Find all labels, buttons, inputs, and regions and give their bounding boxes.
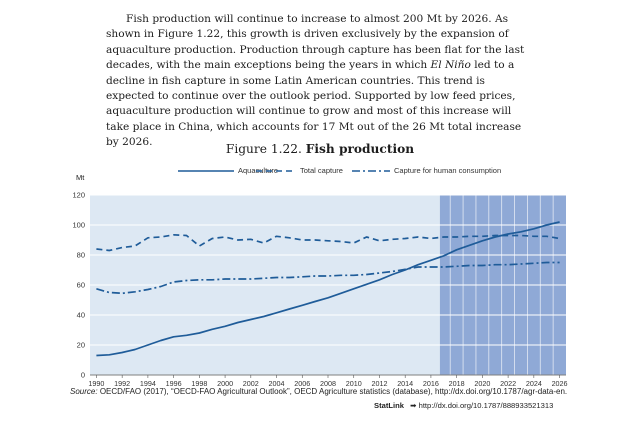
x-tick-label: 2016: [423, 379, 439, 386]
x-tick-label: 2010: [346, 379, 362, 386]
x-tick-label: 2018: [449, 379, 465, 386]
body-paragraph: Fish production will continue to increas…: [106, 12, 536, 151]
x-tick-label: 2004: [269, 379, 285, 386]
x-tick-label: 2012: [371, 379, 387, 386]
x-tick-label: 2002: [243, 379, 259, 386]
legend-swatch-dashdot: [352, 169, 390, 172]
x-tick-label: 2020: [474, 379, 490, 386]
x-tick-label: 1996: [166, 379, 182, 386]
series-line-aquaculture: [96, 221, 560, 357]
statlink-arrow-icon: ➡: [410, 401, 417, 410]
y-tick-label: 40: [77, 311, 85, 320]
x-tick-label: 2008: [320, 379, 336, 386]
x-tick-label: 2026: [552, 379, 568, 386]
x-tick-label: 1990: [88, 379, 104, 386]
y-unit-label: Mt: [76, 173, 85, 182]
paragraph-italic-el-nino: El Niño: [430, 59, 471, 72]
y-tick-label: 80: [77, 251, 85, 260]
x-tick-label: 2000: [217, 379, 233, 386]
legend-item-total-capture: Total capture: [256, 166, 343, 175]
x-tick-label: 1994: [140, 379, 156, 386]
figure-number: Figure 1.22.: [225, 142, 302, 156]
paragraph-text-start: Fish production will continue to increas…: [106, 13, 525, 72]
legend-item-capture-human: Capture for human consumption: [352, 166, 501, 175]
statlink-label: StatLink: [374, 401, 404, 410]
statlink: StatLink ➡ http://dx.doi.org/10.1787/888…: [374, 401, 624, 410]
series-line-capture-for-human-consumption: [96, 261, 560, 295]
x-tick-label: 2006: [294, 379, 310, 386]
series-line-total-capture: [96, 233, 560, 252]
y-tick-label: 0: [81, 371, 85, 380]
y-tick-label: 20: [77, 341, 85, 350]
legend-swatch-dashed: [256, 169, 296, 172]
x-tick-label: 2022: [500, 379, 516, 386]
source-text: OECD/FAO (2017), “OECD-FAO Agricultural …: [99, 387, 568, 396]
x-tick-label: 2014: [397, 379, 413, 386]
legend-swatch-solid: [178, 169, 234, 172]
x-tick-label: 1992: [114, 379, 130, 386]
figure-title: Figure 1.22. Fish production: [0, 142, 640, 156]
source-note: Source: OECD/FAO (2017), “OECD-FAO Agric…: [70, 387, 620, 396]
y-tick-label: 100: [72, 221, 85, 230]
x-tick-label: 2024: [526, 379, 542, 386]
legend-label-total-capture: Total capture: [300, 166, 343, 175]
fish-production-chart: 0 20 40 60 80 100 120 1990 1992 1994 1996 1998 2000 2…: [72, 191, 568, 387]
x-tick-label: 1998: [191, 379, 207, 386]
y-tick-label: 120: [72, 191, 85, 200]
statlink-url[interactable]: http://dx.doi.org/10.1787/888933521313: [418, 401, 554, 410]
legend-label-capture-human: Capture for human consumption: [394, 166, 502, 175]
source-label: Source:: [70, 387, 98, 396]
y-tick-label: 60: [77, 281, 85, 290]
figure-name: Fish production: [305, 142, 415, 156]
chart-legend: Aquaculture Total capture Capture for hu…: [0, 164, 640, 178]
paragraph-text-end: led to a decline in fish capture in some…: [106, 59, 522, 149]
